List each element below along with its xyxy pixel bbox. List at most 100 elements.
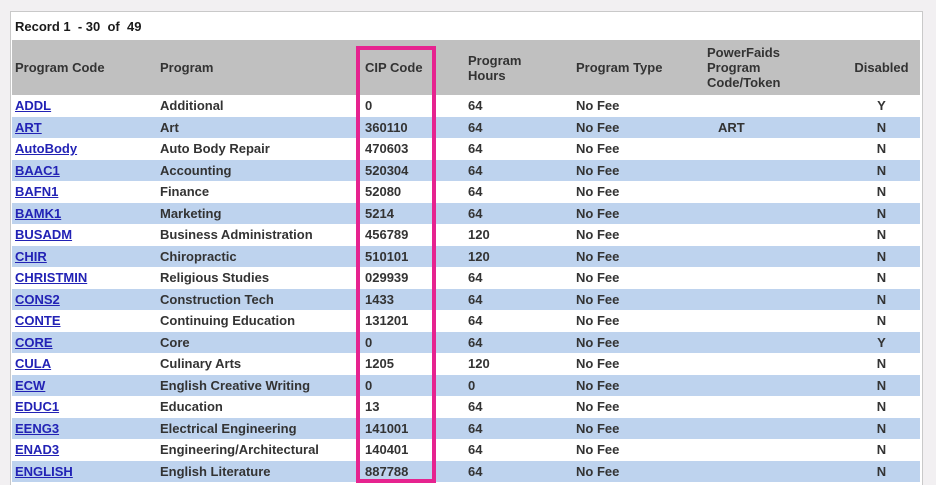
cell-program-hours: 64 (468, 162, 483, 178)
cell-program-code: ART (12, 117, 158, 139)
cell-program: Accounting (160, 162, 232, 178)
program-code-link[interactable]: CULA (15, 356, 52, 372)
table-row: ENGLISH English Literature 887788 64 No Fee N (12, 460, 920, 483)
cell-program-hours: 64 (468, 119, 483, 135)
cell-cip-code: 0 (365, 98, 373, 114)
cell-program-code: ENAD3 (12, 439, 158, 461)
column-header-program-type: Program Type (576, 60, 663, 75)
cell-disabled: N (876, 270, 887, 286)
cell-disabled: N (876, 377, 887, 393)
cell-disabled: N (876, 248, 887, 264)
cell-program: Art (160, 119, 179, 135)
program-code-link[interactable]: ENAD3 (15, 442, 60, 458)
cell-program-code: EDUC1 (12, 396, 158, 418)
cell-powerfaids-token (698, 439, 843, 461)
cell-program-hours: 64 (468, 98, 483, 114)
cell-powerfaids-token (698, 181, 843, 203)
cell-powerfaids-token (698, 224, 843, 246)
cell-program-hours: 0 (468, 377, 476, 393)
program-code-link[interactable]: ART (15, 119, 42, 135)
cell-powerfaids-token (698, 396, 843, 418)
cell-cip-code: 456789 (365, 227, 409, 243)
cell-program-code: BAAC1 (12, 160, 158, 182)
program-code-link[interactable]: BAAC1 (15, 162, 60, 178)
column-header-program: Program (160, 60, 214, 75)
column-header-disabled: Disabled (854, 60, 909, 75)
program-code-link[interactable]: BAFN1 (15, 184, 59, 200)
program-code-link[interactable]: AutoBody (15, 141, 78, 157)
cell-program-type: No Fee (576, 98, 620, 114)
cell-program-code: CONTE (12, 310, 158, 332)
cell-program: Additional (160, 98, 224, 114)
cell-powerfaids-token (698, 461, 843, 483)
cell-disabled: N (876, 291, 887, 307)
table-row: ADDL Additional 0 64 No Fee Y (12, 95, 920, 117)
cell-program-hours: 64 (468, 463, 483, 479)
cell-program-type: No Fee (576, 356, 620, 372)
cell-program-type: No Fee (576, 399, 620, 415)
table-row: CULA Culinary Arts 1205 120 No Fee N (12, 353, 920, 375)
cell-program-code: CONS2 (12, 289, 158, 311)
table-row: CHRISTMIN Religious Studies 029939 64 No Fee… (12, 267, 920, 289)
cell-program-type: No Fee (576, 162, 620, 178)
program-code-link[interactable]: CHRISTMIN (15, 270, 88, 286)
cell-program-code: ECW (12, 375, 158, 397)
table-row: CHIR Chiropractic 510101 120 No Fee N (12, 245, 920, 267)
column-header-cip-code: CIP Code (365, 60, 423, 75)
table-row: BAFN1 Finance 52080 64 No Fee N (12, 181, 920, 203)
cell-program: Electrical Engineering (160, 420, 297, 436)
table-row: EDUC1 Education 13 64 No Fee N (12, 396, 920, 418)
cell-powerfaids-token (698, 418, 843, 440)
cell-program-hours: 64 (468, 442, 483, 458)
program-code-link[interactable]: EENG3 (15, 420, 60, 436)
cell-program-hours: 64 (468, 334, 483, 350)
cell-program-hours: 64 (468, 270, 483, 286)
program-code-link[interactable]: BUSADM (15, 227, 73, 243)
program-code-link[interactable]: CHIR (15, 248, 47, 264)
cell-program: Core (160, 334, 190, 350)
cell-program: Marketing (160, 205, 222, 221)
cell-powerfaids-token (698, 160, 843, 182)
cell-program-type: No Fee (576, 141, 620, 157)
program-code-link[interactable]: CORE (15, 334, 53, 350)
cell-cip-code: 141001 (365, 420, 409, 436)
program-code-link[interactable]: BAMK1 (15, 205, 62, 221)
cell-program-hours: 64 (468, 399, 483, 415)
cell-cip-code: 52080 (365, 184, 402, 200)
cell-program-code: CORE (12, 332, 158, 354)
table-row: CONTE Continuing Education 131201 64 No Fee N (12, 310, 920, 332)
program-code-link[interactable]: ECW (15, 377, 46, 393)
cell-disabled: N (876, 184, 887, 200)
cell-program-type: No Fee (576, 205, 620, 221)
cell-program: Business Administration (160, 227, 313, 243)
table-row: ART Art 360110 64 No Fee ART N (12, 116, 920, 139)
cell-program-type: No Fee (576, 377, 620, 393)
cell-cip-code: 0 (365, 334, 373, 350)
table-row: BUSADM Business Administration 456789 120 No… (12, 224, 920, 246)
cell-program-type: No Fee (576, 119, 620, 135)
cell-disabled: Y (877, 334, 886, 350)
table-header: Program Code Program CIP Code Program Hours… (12, 40, 920, 95)
program-code-link[interactable]: ADDL (15, 98, 52, 114)
column-header-program-hours: Program Hours (468, 52, 522, 83)
cell-cip-code: 1205 (365, 356, 394, 372)
cell-disabled: N (876, 463, 887, 479)
table-row: EENG3 Electrical Engineering 141001 64 No Fe… (12, 417, 920, 440)
cell-program-hours: 120 (468, 227, 490, 243)
cell-program: Religious Studies (160, 270, 270, 286)
cell-program-code: BUSADM (12, 224, 158, 246)
program-code-link[interactable]: EDUC1 (15, 399, 60, 415)
program-code-link[interactable]: ENGLISH (15, 463, 73, 479)
cell-program-code: BAFN1 (12, 181, 158, 203)
program-code-link[interactable]: CONTE (15, 313, 61, 329)
record-count: Record 1 - 30 of 49 (15, 19, 142, 34)
program-code-link[interactable]: CONS2 (15, 291, 60, 307)
cell-cip-code: 510101 (365, 248, 409, 264)
cell-program-type: No Fee (576, 442, 620, 458)
cell-disabled: N (876, 399, 887, 415)
cell-cip-code: 1433 (365, 291, 394, 307)
cell-program-hours: 64 (468, 420, 483, 436)
table-row: BAAC1 Accounting 520304 64 No Fee N (12, 159, 920, 182)
cell-disabled: N (876, 227, 887, 243)
